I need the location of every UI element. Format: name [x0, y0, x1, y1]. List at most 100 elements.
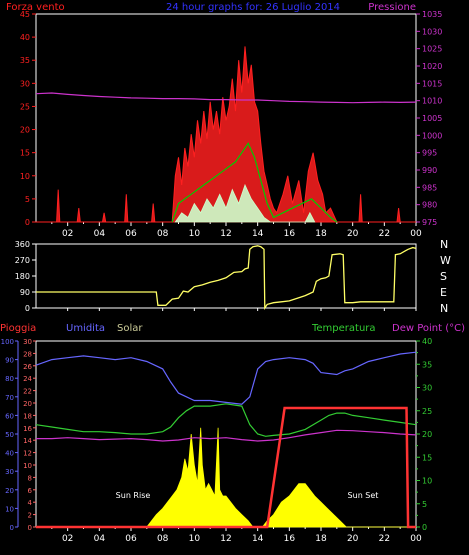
humidity-tick-label: 100 — [1, 338, 14, 346]
x-tick-label: 04 — [94, 229, 106, 239]
solar-tick-label: 12 — [23, 450, 32, 458]
x-tick-label: 20 — [347, 229, 359, 239]
x-tick-label: 16 — [284, 534, 296, 544]
temp-tick-label: 10 — [422, 477, 432, 486]
y-left-tick-label: 20 — [20, 126, 30, 135]
solar-series — [36, 427, 416, 528]
wind-speed-series — [36, 46, 416, 223]
solar-tick-label: 18 — [23, 412, 32, 420]
y-right-tick-label: 1000 — [422, 131, 442, 140]
y-right-tick-label: 985 — [422, 183, 437, 192]
y-right-tick-label: 1030 — [422, 27, 442, 36]
humidity-tick-label: 30 — [5, 468, 14, 476]
wind-direction-series — [36, 245, 417, 311]
y-right-tick-label: 980 — [422, 201, 437, 210]
y-tick-label: 360 — [15, 240, 30, 249]
y-right-tick-label: 1035 — [422, 10, 442, 19]
y-left-tick-label: 40 — [20, 33, 30, 42]
temp-tick-label: 5 — [422, 500, 427, 509]
x-tick-label: 08 — [157, 534, 169, 544]
temp-tick-label: 15 — [422, 453, 432, 462]
humidity-series — [35, 351, 417, 405]
y-right-tick-label: 1025 — [422, 45, 442, 54]
rain-humidity-temperature-panel: 0102030405060708090100024681012141618202… — [1, 337, 433, 544]
solar-tick-label: 0 — [28, 524, 32, 532]
solar-tick-label: 22 — [23, 388, 32, 396]
humidity-tick-label: 10 — [5, 505, 14, 513]
y-right-tick-label: 1005 — [422, 114, 442, 123]
x-tick-label: 14 — [252, 534, 264, 544]
y-right-tick-label: 975 — [422, 218, 437, 227]
solar-tick-label: 6 — [28, 487, 33, 495]
x-tick-label: 08 — [157, 229, 169, 239]
temp-tick-label: 25 — [422, 407, 432, 416]
temperature-series — [35, 403, 417, 437]
temp-tick-label: 20 — [422, 430, 432, 439]
sunrise-annotation: Sun Rise — [116, 491, 151, 500]
chart-title: 24 hour graphs for: 26 Luglio 2014 — [166, 2, 340, 13]
wind-speed-label: Forza vento — [6, 2, 65, 13]
temp-tick-label: 30 — [422, 384, 432, 393]
y-left-tick-label: 0 — [25, 218, 30, 227]
sunset-annotation: Sun Set — [348, 491, 379, 500]
temp-tick-label: 40 — [422, 337, 432, 346]
x-tick-label: 12 — [220, 229, 231, 239]
solar-tick-label: 26 — [23, 363, 32, 371]
direction-label: S — [440, 270, 447, 283]
dewpoint-series — [36, 429, 417, 442]
solar-tick-label: 10 — [23, 462, 32, 470]
humidity-tick-label: 40 — [5, 450, 14, 458]
x-tick-label: 22 — [379, 229, 390, 239]
solar-label: Solar — [117, 323, 143, 334]
wind-pressure-panel: 0510152025303540459759809859909951000100… — [20, 10, 443, 239]
solar-tick-label: 30 — [23, 338, 32, 346]
y-left-tick-label: 35 — [20, 56, 30, 65]
solar-tick-label: 20 — [23, 400, 32, 408]
wind-direction-panel: 0 90 180 270 360 — [15, 240, 417, 313]
y-left-tick-label: 30 — [20, 79, 30, 88]
pressure-series — [35, 92, 417, 104]
humidity-tick-label: 90 — [5, 357, 14, 365]
x-tick-label: 02 — [62, 534, 73, 544]
direction-label: E — [440, 286, 447, 299]
humidity-tick-label: 50 — [5, 431, 14, 439]
y-left-tick-label: 25 — [20, 102, 30, 111]
y-right-tick-label: 1020 — [422, 62, 442, 71]
y-right-tick-label: 1015 — [422, 79, 442, 88]
x-tick-label: 02 — [62, 229, 73, 239]
calm-series — [174, 183, 316, 223]
y-left-tick-label: 45 — [20, 10, 30, 19]
x-tick-label: 12 — [220, 534, 231, 544]
rain-series — [36, 406, 416, 529]
x-tick-label: 18 — [315, 229, 327, 239]
temp-tick-label: 35 — [422, 360, 432, 369]
dewpoint-label: Dew Point (°C) — [392, 323, 465, 334]
x-tick-label: 18 — [315, 534, 327, 544]
y-right-tick-label: 990 — [422, 166, 437, 175]
x-tick-label: 20 — [347, 534, 359, 544]
x-tick-label: 10 — [189, 534, 201, 544]
y-right-tick-label: 1010 — [422, 97, 442, 106]
x-tick-label: 22 — [379, 534, 390, 544]
x-tick-label: 06 — [125, 534, 137, 544]
y-tick-label: 90 — [20, 288, 30, 297]
x-tick-label: 16 — [284, 229, 296, 239]
humidity-label: Umidita — [66, 323, 105, 334]
x-tick-label: 04 — [94, 534, 106, 544]
x-tick-label: 00 — [410, 229, 422, 239]
solar-tick-label: 2 — [28, 512, 32, 520]
direction-label: W — [440, 254, 451, 267]
temperature-label: Temperatura — [311, 323, 376, 334]
y-left-tick-label: 15 — [20, 149, 30, 158]
x-tick-label: 14 — [252, 229, 264, 239]
humidity-tick-label: 20 — [5, 487, 14, 495]
y-left-tick-label: 10 — [20, 172, 30, 181]
solar-tick-label: 8 — [28, 474, 32, 482]
solar-tick-label: 4 — [28, 499, 33, 507]
direction-label: N — [440, 302, 448, 315]
pressure-label: Pressione — [368, 2, 416, 13]
y-tick-label: 270 — [15, 256, 30, 265]
x-tick-label: 00 — [410, 534, 422, 544]
